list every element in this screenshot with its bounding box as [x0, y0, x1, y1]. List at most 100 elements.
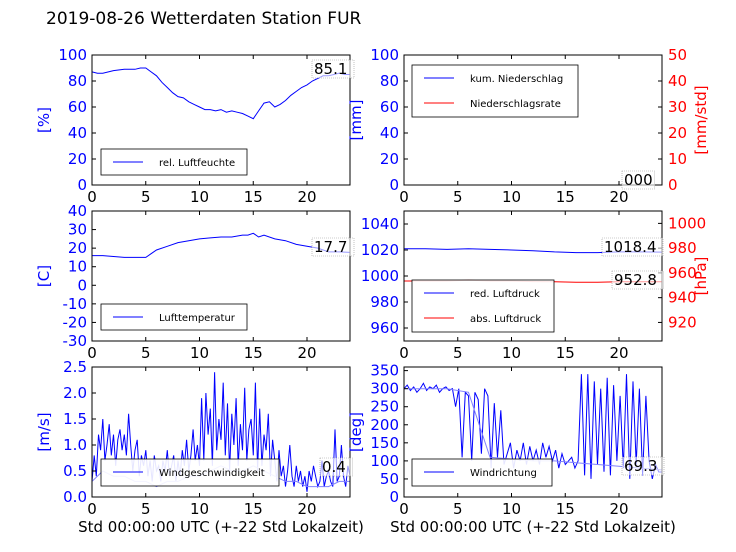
temperature-x-tick-label: 15 [244, 344, 263, 362]
humidity-x-tick-label: 5 [141, 188, 151, 206]
wind_speed-x-tick-label: 10 [190, 500, 209, 518]
humidity-x-tick-label: 10 [190, 188, 209, 206]
precip-y-axis-label: [mm] [347, 100, 365, 141]
precip-x-tick-label: 15 [556, 188, 575, 206]
humidity-y-tick-label: 100 [58, 46, 87, 64]
precip-y2-tick-label: 50 [668, 46, 687, 64]
precip-x-tick-label: 0 [399, 188, 409, 206]
precip-y2-tick-label: 40 [668, 72, 687, 90]
wind_speed-legend-label: Windgeschwindigkeit [159, 468, 265, 479]
wind_speed-x-tick-label: 20 [297, 500, 316, 518]
wind_speed-x-tick-label: 0 [87, 500, 97, 518]
humidity-x-tick-label: 15 [244, 188, 263, 206]
precip-x-tick-label: 5 [453, 188, 463, 206]
wind_dir-y-tick-label: 100 [370, 452, 399, 470]
temperature-y-tick-label: 30 [68, 221, 87, 239]
humidity-series-line-0 [92, 68, 350, 119]
wind_speed-x-tick-label: 15 [244, 500, 263, 518]
wind_dir-x-tick-label: 5 [453, 500, 463, 518]
temperature-y-tick-label: 40 [68, 202, 87, 220]
wind_dir-y-tick-label: 150 [370, 434, 399, 452]
wind_dir-x-axis-label: Std 00:00:00 UTC (+-22 Std Lokalzeit) [390, 518, 676, 536]
temperature-x-tick-label: 10 [190, 344, 209, 362]
wind_dir-x-tick-label: 15 [556, 500, 575, 518]
pressure-x-tick-label: 5 [453, 344, 463, 362]
pressure-legend-label: abs. Luftdruck [470, 314, 541, 325]
precip-y2-axis-label: [mm/std] [692, 85, 710, 154]
pressure-y2-tick-label: 1000 [668, 214, 706, 232]
wind_dir-y-tick-label: 250 [370, 398, 399, 416]
wind_speed-y-tick-label: 1.0 [63, 436, 87, 454]
humidity-y-axis-label: [%] [35, 107, 53, 133]
humidity-x-tick-label: 0 [87, 188, 97, 206]
temperature-y-tick-label: 10 [68, 258, 87, 276]
wind_dir-x-tick-label: 10 [502, 500, 521, 518]
wind_speed-y-tick-label: 0.5 [63, 462, 87, 480]
humidity-y-tick-label: 20 [68, 150, 87, 168]
temperature-current-value: 17.7 [314, 238, 347, 256]
temperature-y-tick-label: 20 [68, 239, 87, 257]
wind_speed-y-tick-label: 2.0 [63, 384, 87, 402]
humidity-y-tick-label: 60 [68, 98, 87, 116]
pressure-x-tick-label: 15 [556, 344, 575, 362]
wind_speed-current-value: 0.4 [322, 458, 346, 476]
temperature-y-tick-label: 0 [77, 276, 87, 294]
precip-x-tick-label: 10 [502, 188, 521, 206]
temperature-series-line-0 [92, 233, 350, 257]
wind_dir-y-tick-label: 0 [389, 488, 399, 506]
pressure-x-tick-label: 0 [399, 344, 409, 362]
pressure-y2-axis-label: [hPa] [692, 257, 710, 296]
wind_dir-x-tick-label: 0 [399, 500, 409, 518]
temperature-x-tick-label: 20 [297, 344, 316, 362]
precip-y-tick-label: 40 [380, 124, 399, 142]
precip-x-tick-label: 20 [609, 188, 628, 206]
precip-y-tick-label: 100 [370, 46, 399, 64]
wind_speed-y-tick-label: 2.5 [63, 358, 87, 376]
precip-legend-label: kum. Niederschlag [470, 74, 563, 85]
wind_dir-y-tick-label: 200 [370, 416, 399, 434]
pressure-y-tick-label: 1040 [361, 215, 399, 233]
pressure-y-tick-label: 1000 [361, 267, 399, 285]
pressure-x-tick-label: 10 [502, 344, 521, 362]
precip-y2-tick-label: 30 [668, 98, 687, 116]
wind_dir-x-tick-label: 20 [609, 500, 628, 518]
weather-figure: 0 5 10 15 20020406080100[%]rel. Luftfeuchte8… [0, 0, 736, 552]
humidity-y-tick-label: 0 [77, 176, 87, 194]
pressure-current-value: 1018.4 [604, 238, 657, 256]
humidity-y-tick-label: 40 [68, 124, 87, 142]
wind_dir-legend-label: Windrichtung [470, 468, 537, 479]
precip-y2-tick-label: 0 [668, 176, 678, 194]
wind_dir-current-value: 69.3 [624, 457, 657, 475]
temperature-y-tick-label: -30 [63, 332, 88, 350]
temperature-y-tick-label: -20 [63, 313, 88, 331]
pressure-y2-tick-label: 920 [668, 313, 697, 331]
precip-legend-label: Niederschlagsrate [470, 99, 561, 110]
temperature-x-tick-label: 0 [87, 344, 97, 362]
pressure-current-value: 952.8 [614, 271, 657, 289]
temperature-legend-label: Lufttemperatur [159, 313, 236, 324]
wind_dir-y-tick-label: 350 [370, 362, 399, 380]
precip-y-tick-label: 20 [380, 150, 399, 168]
wind_speed-x-axis-label: Std 00:00:00 UTC (+-22 Std Lokalzeit) [78, 518, 364, 536]
pressure-y-tick-label: 980 [370, 293, 399, 311]
precip-y-tick-label: 60 [380, 98, 399, 116]
humidity-x-tick-label: 20 [297, 188, 316, 206]
wind_dir-y-tick-label: 300 [370, 380, 399, 398]
wind_dir-y-axis-label: [deg] [347, 412, 365, 452]
pressure-legend-label: red. Luftdruck [470, 289, 540, 300]
temperature-y-tick-label: -10 [63, 295, 88, 313]
pressure-y-tick-label: 1020 [361, 241, 399, 259]
wind_speed-x-tick-label: 5 [141, 500, 151, 518]
precip-current-value: 000 [624, 171, 653, 189]
pressure-y-tick-label: 960 [370, 319, 399, 337]
temperature-y-axis-label: [C] [35, 265, 53, 287]
wind_speed-y-tick-label: 1.5 [63, 410, 87, 428]
temperature-x-tick-label: 5 [141, 344, 151, 362]
humidity-legend-label: rel. Luftfeuchte [159, 158, 235, 169]
precip-y-tick-label: 0 [389, 176, 399, 194]
pressure-y2-tick-label: 980 [668, 239, 697, 257]
wind_speed-y-tick-label: 0.0 [63, 488, 87, 506]
precip-y2-tick-label: 10 [668, 150, 687, 168]
pressure-x-tick-label: 20 [609, 344, 628, 362]
precip-y-tick-label: 80 [380, 72, 399, 90]
